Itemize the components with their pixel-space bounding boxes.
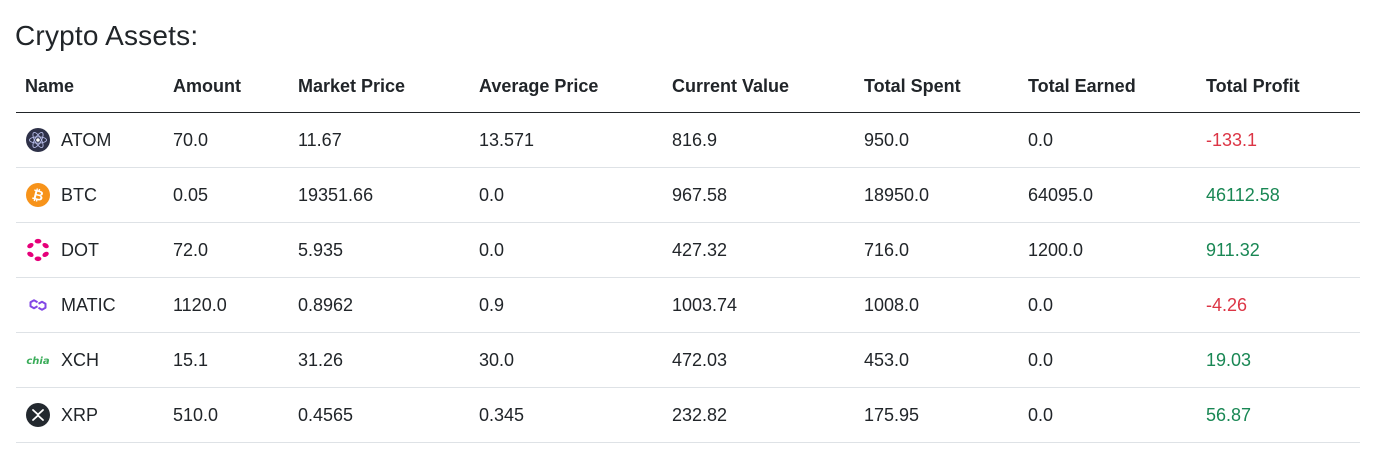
asset-name: XCH — [61, 349, 100, 370]
header-total-earned: Total Earned — [1019, 61, 1197, 113]
current-value-cell: 472.03 — [663, 332, 855, 388]
amount-cell: 70.0 — [164, 112, 289, 168]
total-profit-cell: -133.1 — [1197, 112, 1360, 168]
amount-cell: 1120.0 — [164, 277, 289, 333]
dot-polkadot-icon — [25, 237, 51, 263]
table-row: ₿ BTC 0.05 19351.66 0.0 967.58 18950.0 6… — [16, 167, 1360, 223]
total-spent-cell: 950.0 — [855, 112, 1019, 168]
market-price-cell: 11.67 — [289, 112, 470, 168]
header-total-spent: Total Spent — [855, 61, 1019, 113]
total-profit-cell: 56.87 — [1197, 387, 1360, 443]
total-earned-cell: 0.0 — [1019, 387, 1197, 443]
header-amount: Amount — [164, 61, 289, 113]
total-earned-cell: 64095.0 — [1019, 167, 1197, 223]
total-spent-cell: 453.0 — [855, 332, 1019, 388]
asset-name-cell: ATOM — [16, 112, 164, 168]
table-header-row: Name Amount Market Price Average Price C… — [16, 61, 1360, 113]
market-price-cell: 5.935 — [289, 222, 470, 278]
total-earned-cell: 1200.0 — [1019, 222, 1197, 278]
xrp-ripple-icon — [25, 402, 51, 428]
asset-name-cell: DOT — [16, 222, 164, 278]
chia-logo-text: chia — [26, 356, 49, 367]
asset-name: ATOM — [61, 129, 112, 150]
asset-name-cell: chia XCH — [16, 332, 164, 388]
amount-cell: 72.0 — [164, 222, 289, 278]
asset-name-cell: MATIC — [16, 277, 164, 333]
header-market-price: Market Price — [289, 61, 470, 113]
svg-text:₿: ₿ — [30, 187, 45, 205]
market-price-cell: 0.4565 — [289, 387, 470, 443]
current-value-cell: 427.32 — [663, 222, 855, 278]
header-name: Name — [16, 61, 164, 113]
total-spent-cell: 1008.0 — [855, 277, 1019, 333]
average-price-cell: 0.9 — [470, 277, 663, 333]
crypto-assets-table: Name Amount Market Price Average Price C… — [16, 61, 1360, 443]
amount-cell: 15.1 — [164, 332, 289, 388]
average-price-cell: 13.571 — [470, 112, 663, 168]
total-profit-cell: 911.32 — [1197, 222, 1360, 278]
total-earned-cell: 0.0 — [1019, 277, 1197, 333]
amount-cell: 510.0 — [164, 387, 289, 443]
atom-cosmos-icon — [25, 127, 51, 153]
amount-cell: 0.05 — [164, 167, 289, 223]
average-price-cell: 0.345 — [470, 387, 663, 443]
header-total-profit: Total Profit — [1197, 61, 1360, 113]
total-spent-cell: 18950.0 — [855, 167, 1019, 223]
average-price-cell: 30.0 — [470, 332, 663, 388]
table-row: XRP 510.0 0.4565 0.345 232.82 175.95 0.0… — [16, 387, 1360, 443]
total-spent-cell: 175.95 — [855, 387, 1019, 443]
header-current-value: Current Value — [663, 61, 855, 113]
table-row: MATIC 1120.0 0.8962 0.9 1003.74 1008.0 0… — [16, 277, 1360, 333]
asset-name: MATIC — [61, 294, 116, 315]
market-price-cell: 19351.66 — [289, 167, 470, 223]
market-price-cell: 0.8962 — [289, 277, 470, 333]
average-price-cell: 0.0 — [470, 222, 663, 278]
asset-name: BTC — [61, 184, 97, 205]
xch-chia-icon: chia — [25, 347, 51, 373]
total-profit-cell: 46112.58 — [1197, 167, 1360, 223]
current-value-cell: 967.58 — [663, 167, 855, 223]
average-price-cell: 0.0 — [470, 167, 663, 223]
total-spent-cell: 716.0 — [855, 222, 1019, 278]
asset-name: XRP — [61, 404, 99, 425]
total-earned-cell: 0.0 — [1019, 332, 1197, 388]
matic-polygon-icon — [25, 292, 51, 318]
table-row: ATOM 70.0 11.67 13.571 816.9 950.0 0.0 -… — [16, 112, 1360, 168]
table-row: DOT 72.0 5.935 0.0 427.32 716.0 1200.0 9… — [16, 222, 1360, 278]
asset-name-cell: ₿ BTC — [16, 167, 164, 223]
btc-bitcoin-icon: ₿ — [25, 182, 51, 208]
asset-name-cell: XRP — [16, 387, 164, 443]
total-profit-cell: 19.03 — [1197, 332, 1360, 388]
page-title: Crypto Assets: — [15, 20, 199, 51]
current-value-cell: 1003.74 — [663, 277, 855, 333]
total-earned-cell: 0.0 — [1019, 112, 1197, 168]
header-average-price: Average Price — [470, 61, 663, 113]
market-price-cell: 31.26 — [289, 332, 470, 388]
current-value-cell: 816.9 — [663, 112, 855, 168]
current-value-cell: 232.82 — [663, 387, 855, 443]
total-profit-cell: -4.26 — [1197, 277, 1360, 333]
table-row: chia XCH 15.1 31.26 30.0 472.03 453.0 0.… — [16, 332, 1360, 388]
asset-name: DOT — [61, 239, 99, 260]
